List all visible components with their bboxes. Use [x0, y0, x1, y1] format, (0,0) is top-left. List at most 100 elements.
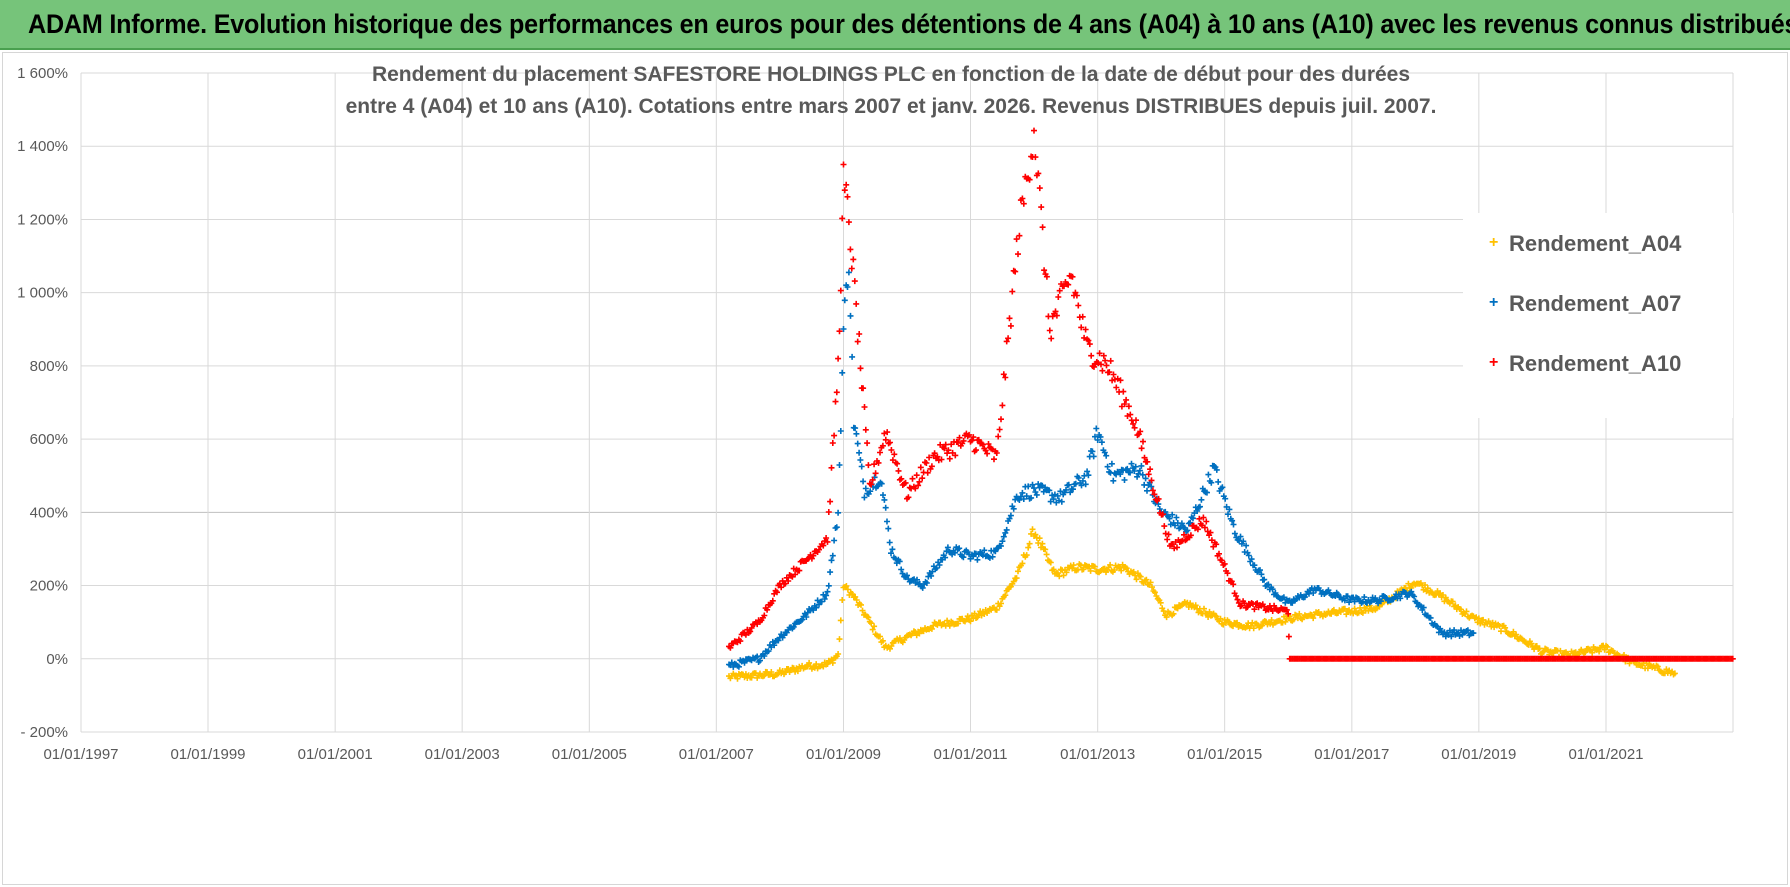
data-point	[1078, 324, 1085, 331]
data-point	[909, 475, 916, 482]
data-point	[810, 552, 817, 559]
data-point	[1025, 544, 1032, 551]
data-point	[1151, 589, 1158, 596]
data-point	[898, 475, 905, 482]
data-point	[1121, 401, 1128, 407]
data-point	[836, 636, 843, 643]
chart-area: - 200% 0% 200% 400% 600% 800% 1 000% 1 200% 1 40…	[2, 52, 1788, 885]
data-point	[1075, 302, 1082, 309]
legend-item-a04: Rendement_A04	[1509, 231, 1682, 256]
data-point	[849, 591, 856, 597]
data-point	[1089, 448, 1096, 455]
data-point	[837, 287, 844, 294]
data-point	[1010, 505, 1017, 512]
data-point	[1072, 480, 1079, 487]
x-tick-label: 01/01/2007	[679, 746, 754, 763]
data-point	[1243, 542, 1250, 549]
data-point	[999, 538, 1006, 545]
banner: ADAM Informe. Evolution historique des p…	[0, 0, 1790, 50]
data-point	[839, 215, 846, 222]
data-point	[845, 219, 852, 226]
y-tick-label: 1 600%	[17, 65, 68, 82]
data-point	[931, 450, 938, 457]
data-point	[923, 580, 930, 586]
data-point	[1169, 511, 1176, 518]
data-point	[828, 464, 835, 471]
data-point	[1190, 515, 1196, 522]
data-point	[844, 193, 851, 200]
data-point	[1085, 337, 1092, 344]
data-point	[1141, 454, 1148, 461]
data-point	[944, 544, 951, 551]
data-point	[960, 437, 967, 444]
data-point	[1123, 565, 1130, 572]
data-point	[741, 659, 748, 666]
data-point	[1025, 483, 1032, 490]
data-point	[1377, 598, 1384, 605]
data-point	[816, 546, 822, 553]
data-point	[1140, 438, 1146, 445]
data-point	[748, 674, 755, 681]
data-point	[1285, 610, 1292, 617]
data-point	[886, 539, 893, 546]
data-point	[1343, 611, 1350, 618]
data-point	[888, 550, 894, 557]
data-point	[1110, 371, 1117, 378]
data-point	[1090, 453, 1097, 460]
data-point	[898, 566, 905, 573]
data-point	[825, 582, 832, 589]
data-point	[894, 460, 901, 467]
data-point	[1240, 538, 1247, 545]
data-point	[1063, 569, 1070, 576]
legend-marker-a07: +	[1489, 294, 1499, 311]
data-point	[971, 610, 978, 617]
data-point	[1094, 437, 1101, 443]
data-point	[1213, 541, 1220, 548]
data-point	[1405, 580, 1412, 587]
data-point	[1035, 170, 1042, 177]
data-point	[1139, 471, 1146, 478]
data-point	[1015, 251, 1021, 258]
data-point	[1006, 315, 1013, 322]
data-point	[771, 642, 778, 649]
data-point	[1283, 606, 1290, 613]
data-point	[1093, 425, 1100, 432]
data-point	[998, 600, 1004, 607]
data-point	[1448, 633, 1455, 640]
data-point	[1248, 556, 1255, 563]
data-point	[1133, 576, 1140, 583]
data-point	[850, 256, 857, 263]
data-point	[1000, 371, 1007, 378]
data-point	[1372, 595, 1379, 602]
data-point	[1131, 424, 1138, 431]
data-point	[734, 675, 741, 682]
data-point	[1058, 498, 1065, 505]
data-point	[824, 588, 831, 595]
data-point	[998, 416, 1004, 423]
data-point	[1458, 606, 1464, 613]
data-point	[991, 456, 997, 463]
data-point	[1173, 514, 1180, 521]
data-point	[928, 463, 935, 470]
data-point	[1397, 595, 1404, 602]
data-point	[1108, 460, 1115, 467]
data-point	[1165, 531, 1172, 538]
data-point	[995, 433, 1002, 440]
data-point	[1130, 420, 1137, 427]
data-point	[856, 331, 863, 337]
data-point	[829, 659, 836, 666]
data-point	[861, 404, 868, 410]
data-point	[984, 450, 991, 457]
data-point	[824, 538, 831, 545]
data-point	[1010, 578, 1017, 585]
data-point	[1411, 593, 1418, 600]
data-point	[1053, 312, 1060, 319]
data-point	[892, 555, 899, 562]
data-point	[1536, 645, 1543, 652]
x-tick-label: 01/01/1999	[170, 746, 245, 763]
data-point	[1138, 462, 1145, 469]
data-point	[884, 429, 891, 436]
data-point	[829, 552, 836, 559]
data-point	[1225, 511, 1231, 518]
data-point	[1031, 127, 1037, 134]
